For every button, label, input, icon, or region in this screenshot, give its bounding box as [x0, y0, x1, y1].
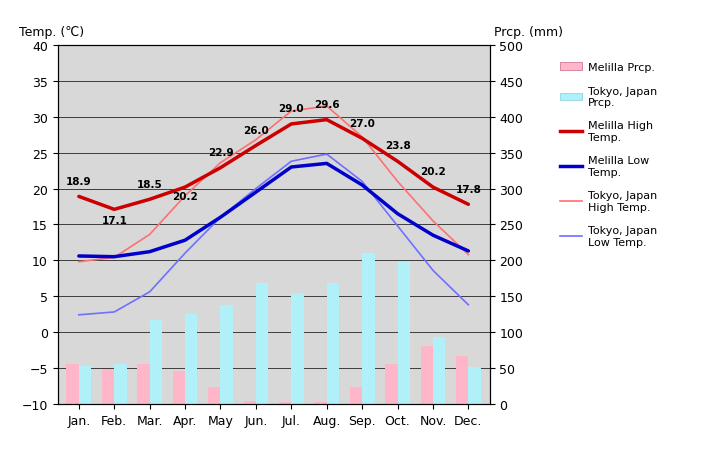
Text: 29.6: 29.6 — [314, 100, 340, 110]
Text: 18.9: 18.9 — [66, 176, 91, 186]
Bar — [114, 364, 127, 404]
Bar — [292, 294, 304, 404]
Bar — [102, 369, 114, 404]
Bar — [362, 253, 374, 404]
Bar — [327, 284, 339, 404]
Text: 17.1: 17.1 — [102, 216, 127, 226]
Bar — [66, 364, 79, 404]
Bar — [243, 401, 256, 404]
Text: 22.9: 22.9 — [207, 148, 233, 157]
Bar — [420, 347, 433, 404]
Text: 26.0: 26.0 — [243, 125, 269, 135]
Bar — [256, 284, 269, 404]
Bar — [185, 314, 197, 404]
Bar — [468, 367, 481, 404]
Text: 18.5: 18.5 — [137, 179, 163, 189]
Bar — [150, 320, 162, 404]
Text: 20.2: 20.2 — [172, 192, 198, 202]
Text: Temp. (℃): Temp. (℃) — [19, 26, 84, 39]
Bar — [385, 364, 397, 404]
Bar — [173, 371, 185, 404]
Bar — [138, 364, 150, 404]
Legend: Melilla Prcp., Tokyo, Japan
Prcp., Melilla High
Temp., Melilla Low
Temp., Tokyo,: Melilla Prcp., Tokyo, Japan Prcp., Melil… — [555, 59, 662, 252]
Text: 29.0: 29.0 — [279, 104, 304, 114]
Text: 20.2: 20.2 — [420, 167, 446, 177]
Bar — [279, 403, 292, 404]
Bar — [456, 356, 468, 404]
Text: Prcp. (mm): Prcp. (mm) — [494, 26, 563, 39]
Bar — [350, 387, 362, 404]
Text: 17.8: 17.8 — [456, 184, 481, 194]
Bar — [397, 263, 410, 404]
Text: 27.0: 27.0 — [349, 118, 375, 128]
Text: 23.8: 23.8 — [384, 141, 410, 151]
Bar — [79, 367, 91, 404]
Bar — [220, 305, 233, 404]
Bar — [208, 387, 220, 404]
Bar — [315, 402, 327, 404]
Bar — [433, 337, 446, 404]
